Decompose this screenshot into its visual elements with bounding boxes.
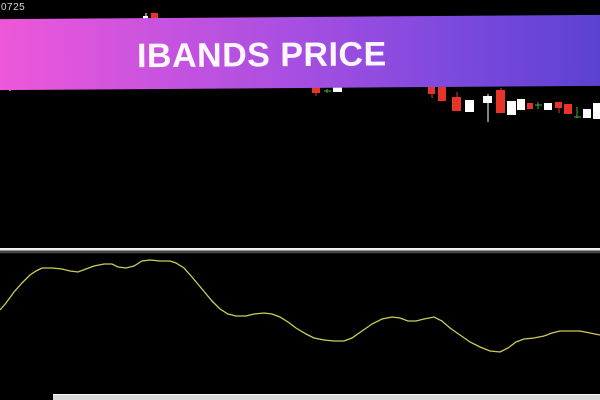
- indicator-banner: IBANDS PRICE: [0, 14, 600, 91]
- candle-bear: [438, 87, 446, 101]
- horizontal-scrollbar[interactable]: [53, 394, 600, 400]
- indicator-line: [0, 259, 600, 353]
- symbol-info-text: 0725: [1, 2, 26, 13]
- candle-bear: [564, 104, 572, 114]
- time-axis[interactable]: 19 Dec 20:4419 Dec 20:5219 Dec 21:0019 D…: [0, 354, 600, 400]
- candle-bull: [544, 103, 552, 110]
- candle-bear: [428, 85, 435, 94]
- candle-bull: [483, 96, 492, 103]
- candle-bull: [507, 101, 516, 115]
- candle-bull: [583, 109, 591, 118]
- candle-bull: [333, 85, 342, 92]
- candle-bear: [151, 13, 158, 19]
- candle-bear: [312, 87, 320, 93]
- pane-resizer-handle[interactable]: [0, 248, 600, 254]
- candle-bull: [593, 103, 600, 119]
- candle-bear: [452, 97, 461, 111]
- banner-title: IBANDS PRICE: [136, 35, 387, 76]
- candle-bear: [496, 90, 505, 113]
- candle-bull: [465, 100, 474, 112]
- candle-bull: [517, 99, 525, 110]
- candle-bear: [527, 103, 533, 109]
- candle-bear: [555, 102, 562, 108]
